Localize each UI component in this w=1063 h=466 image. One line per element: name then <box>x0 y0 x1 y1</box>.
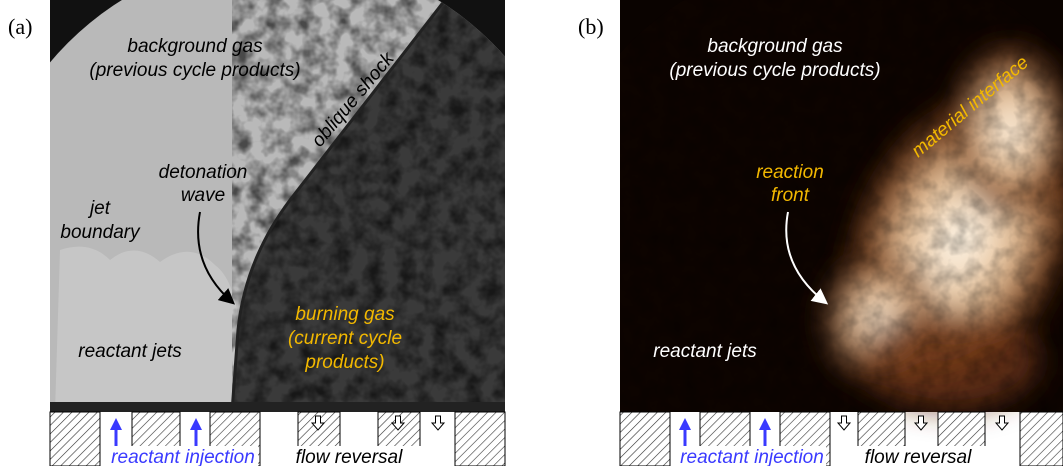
annotation: jet <box>87 198 111 219</box>
bottom-label: reactant injection <box>680 447 824 466</box>
label-box <box>268 446 430 466</box>
label-box <box>108 446 258 466</box>
annotation: background gas <box>127 36 263 57</box>
reversal-arrow <box>994 415 1010 431</box>
wall-segment <box>619 411 671 466</box>
reversal-arrow <box>430 415 446 431</box>
annotation: reaction <box>756 162 824 183</box>
panel-b: (b) background gas (previous cycle produ… <box>578 0 1063 412</box>
injection-arrowhead <box>679 418 691 430</box>
annotation: products) <box>304 352 384 373</box>
schlieren-image <box>50 0 505 413</box>
annotation: (previous cycle products) <box>669 60 880 81</box>
reversal-arrow <box>310 415 326 431</box>
bottom-label: flow reversal <box>296 447 403 466</box>
annotation: (current cycle <box>288 328 402 349</box>
annotation: front <box>771 185 810 206</box>
label-box <box>836 446 1000 466</box>
bottom-label: flow reversal <box>865 447 972 466</box>
injection-arrowhead <box>759 418 771 430</box>
label-box <box>678 446 826 466</box>
panel-label: (b) <box>578 14 604 39</box>
wall-segment <box>1019 411 1063 466</box>
annotation: background gas <box>707 36 843 57</box>
inlet-strips: reactant injection flow reversal reactant … <box>49 411 1063 466</box>
injection-arrowhead <box>190 418 202 430</box>
annotation: detonation <box>159 162 248 183</box>
injection-arrowhead <box>110 418 122 430</box>
panel-a: (a) background gas (previous cycle produ… <box>8 0 505 413</box>
bottom-label: reactant injection <box>111 447 255 466</box>
annotation: (previous cycle products) <box>89 60 300 81</box>
wall-segment <box>454 411 506 466</box>
annotation: boundary <box>60 222 141 243</box>
reversal-arrow <box>390 415 406 431</box>
reversal-arrow <box>836 415 852 431</box>
chemiluminescence-image <box>620 0 1063 412</box>
annotation: wave <box>181 185 225 206</box>
annotation: reactant jets <box>78 341 182 362</box>
pointer-arrow <box>197 211 236 305</box>
reversal-arrow <box>913 415 929 431</box>
annotation: reactant jets <box>653 341 757 362</box>
annotation: burning gas <box>295 304 395 325</box>
panel-label: (a) <box>8 14 32 39</box>
wall-segment <box>49 411 101 466</box>
pointer-arrow <box>785 211 829 305</box>
